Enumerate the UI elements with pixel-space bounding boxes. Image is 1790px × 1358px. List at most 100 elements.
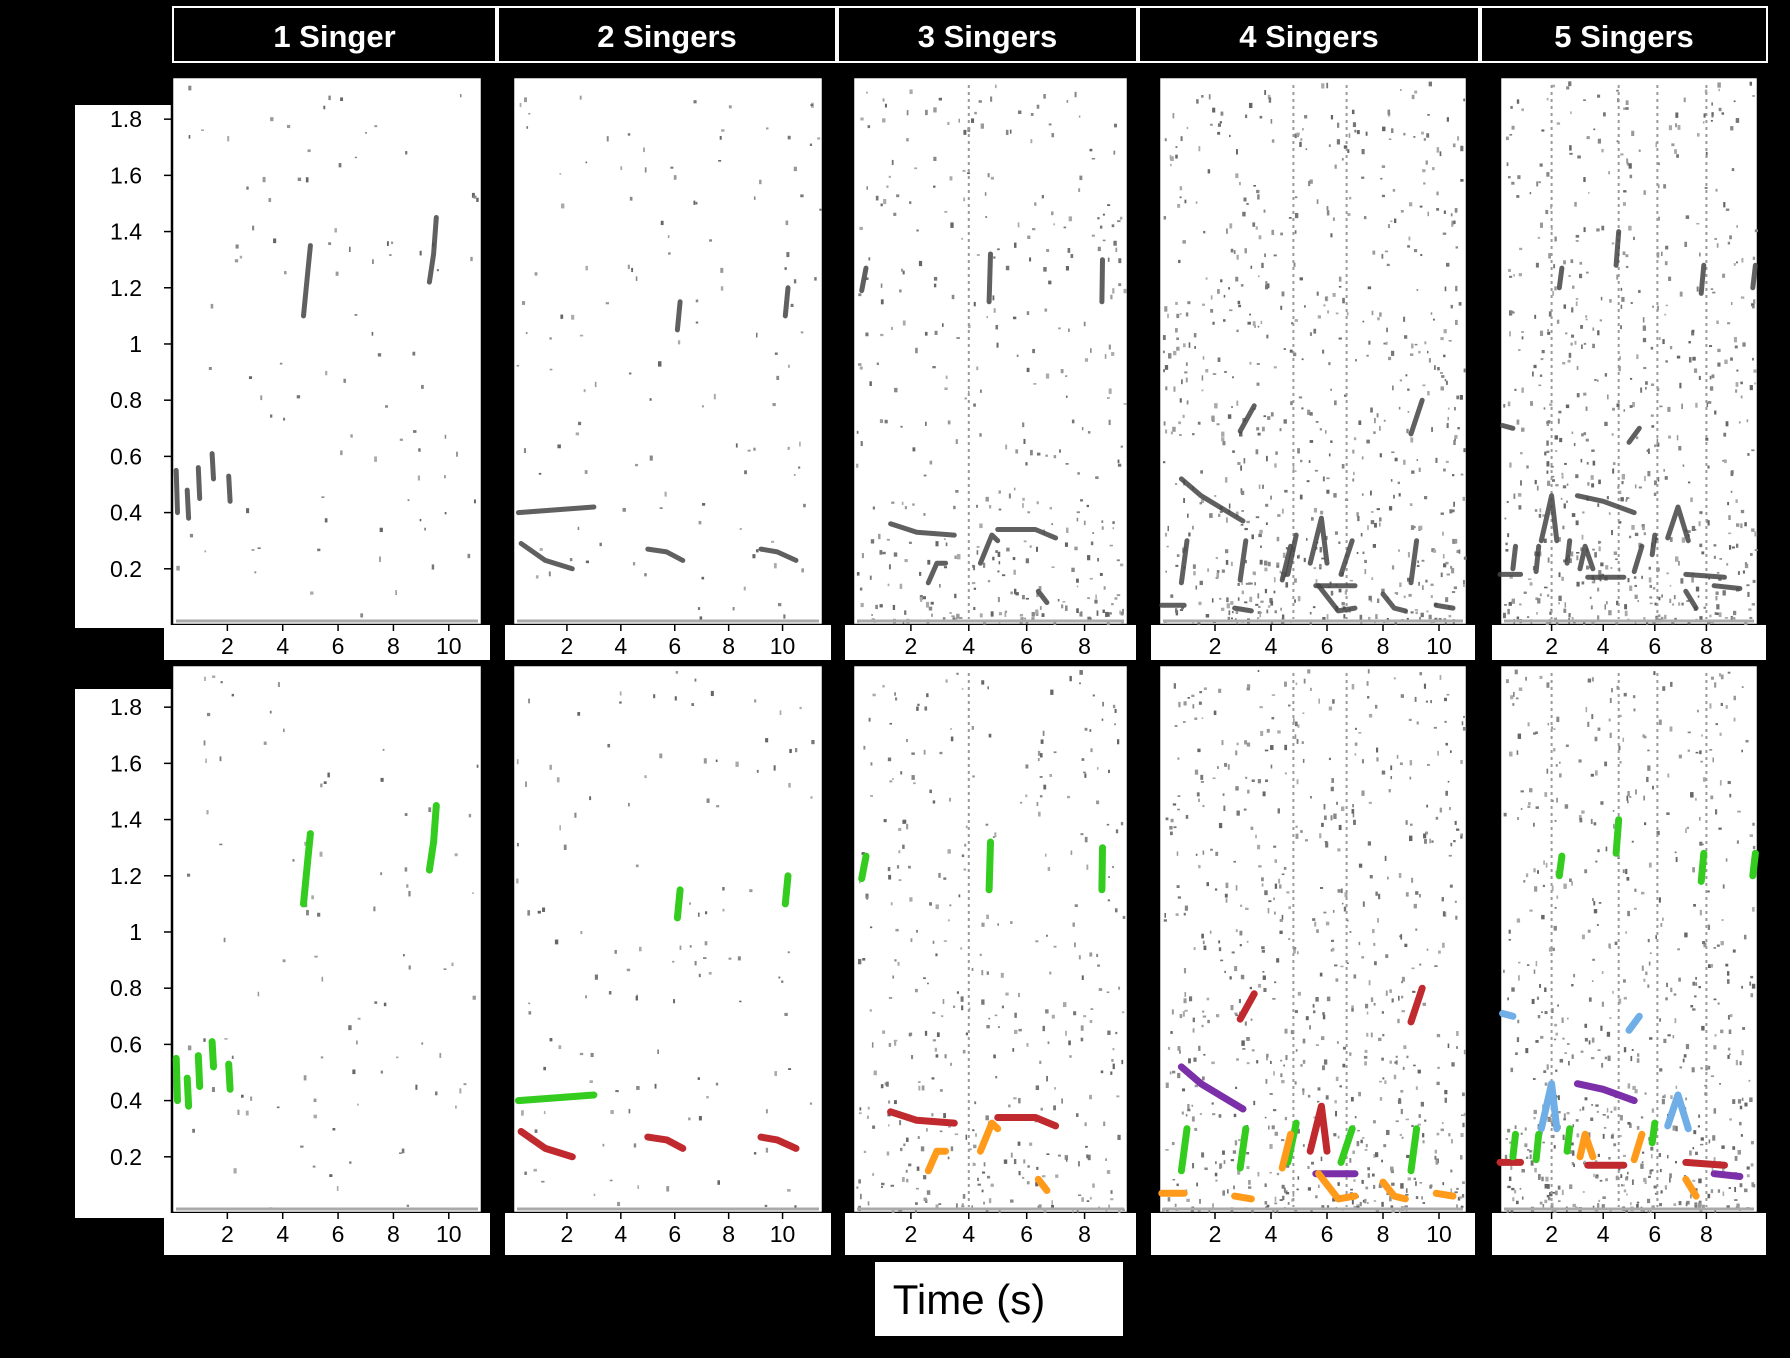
noise-speck [1175, 564, 1179, 567]
noise-speck [926, 1190, 931, 1195]
noise-speck [1244, 1021, 1247, 1026]
spectrogram-panels [170, 75, 1760, 1215]
noise-speck [1547, 557, 1550, 563]
noise-speck [1186, 1198, 1190, 1202]
noise-speck [1193, 571, 1196, 576]
noise-speck [973, 606, 976, 611]
noise-speck [1443, 210, 1446, 214]
noise-speck [1606, 495, 1609, 500]
noise-speck [1692, 1179, 1696, 1182]
noise-speck [1324, 430, 1327, 434]
noise-speck [1600, 562, 1604, 567]
noise-speck [1089, 1019, 1093, 1024]
noise-speck [752, 554, 756, 559]
noise-speck [1103, 586, 1106, 590]
noise-speck [909, 201, 912, 204]
noise-speck [1200, 781, 1205, 783]
noise-speck [995, 550, 998, 553]
noise-speck [1716, 320, 1719, 325]
noise-speck [1349, 1158, 1352, 1163]
noise-speck [1294, 470, 1297, 472]
noise-speck [1185, 377, 1188, 383]
noise-speck [1530, 1160, 1534, 1166]
noise-speck [439, 1052, 442, 1058]
noise-speck [354, 313, 358, 316]
noise-speck [1724, 459, 1727, 464]
noise-speck [1529, 1154, 1532, 1160]
noise-speck [1246, 202, 1249, 205]
noise-speck [534, 1129, 538, 1133]
annotated-call [1682, 1158, 1728, 1169]
noise-speck [1462, 1092, 1465, 1097]
noise-speck [1174, 1203, 1177, 1208]
x-tick-label: 10 [1426, 633, 1452, 659]
noise-speck [1303, 678, 1306, 684]
noise-speck [262, 176, 266, 183]
x-tick-label: 6 [1648, 1221, 1661, 1247]
noise-speck [186, 873, 191, 877]
noise-speck [1036, 1166, 1039, 1170]
noise-speck [996, 342, 999, 348]
noise-speck [1423, 138, 1426, 141]
noise-speck [1419, 1182, 1423, 1184]
noise-speck [1187, 1108, 1191, 1112]
noise-speck [176, 565, 180, 571]
noise-speck [1367, 286, 1372, 290]
noise-speck [1438, 618, 1442, 620]
noise-speck [1627, 577, 1630, 583]
noise-speck [1366, 1202, 1369, 1204]
noise-speck [1313, 507, 1317, 513]
call-trace [1338, 538, 1355, 577]
noise-speck [814, 277, 817, 281]
noise-speck [537, 910, 541, 914]
noise-speck [884, 1082, 887, 1086]
noise-speck [563, 844, 567, 850]
noise-speck [787, 446, 790, 450]
noise-speck [528, 1002, 531, 1005]
noise-speck [1547, 329, 1549, 332]
noise-speck [1241, 590, 1244, 595]
noise-speck [988, 1198, 992, 1204]
x-axis-strip [845, 1213, 1136, 1255]
noise-speck [800, 194, 804, 198]
noise-speck [1518, 273, 1522, 277]
noise-speck [231, 693, 234, 697]
noise-speck [722, 908, 725, 912]
noise-speck [891, 1208, 895, 1214]
noise-speck [1418, 1114, 1421, 1118]
noise-speck [1179, 609, 1184, 612]
noise-speck [1531, 998, 1535, 1005]
noise-speck [1427, 390, 1430, 396]
noise-speck [1358, 941, 1361, 946]
noise-speck [893, 552, 898, 557]
noise-speck [1270, 600, 1274, 606]
noise-speck [1311, 1161, 1314, 1165]
x-tick-label: 10 [770, 1221, 796, 1247]
noise-speck [948, 919, 950, 922]
noise-speck [1251, 779, 1255, 782]
call-trace [1564, 538, 1573, 566]
noise-speck [1271, 229, 1275, 235]
noise-speck [1532, 1078, 1536, 1080]
noise-speck [1669, 1177, 1671, 1183]
noise-speck [1749, 616, 1753, 619]
noise-speck [789, 748, 792, 753]
column-header-label: 4 Singers [1239, 19, 1379, 54]
noise-speck [1561, 472, 1564, 476]
noise-speck [1084, 773, 1087, 778]
noise-speck [1177, 757, 1180, 760]
noise-speck [1619, 1114, 1623, 1121]
noise-speck [1294, 734, 1297, 740]
noise-speck [799, 441, 801, 447]
noise-speck [888, 874, 892, 880]
noise-speck [1550, 465, 1554, 468]
noise-speck [1321, 822, 1324, 827]
noise-speck [1616, 403, 1620, 407]
noise-speck [1012, 1048, 1015, 1052]
noise-speck [1734, 1199, 1738, 1201]
noise-speck [1274, 1131, 1279, 1136]
noise-speck [1575, 551, 1580, 554]
noise-speck [916, 706, 919, 711]
noise-speck [1606, 1115, 1610, 1119]
noise-speck [1436, 1132, 1440, 1136]
